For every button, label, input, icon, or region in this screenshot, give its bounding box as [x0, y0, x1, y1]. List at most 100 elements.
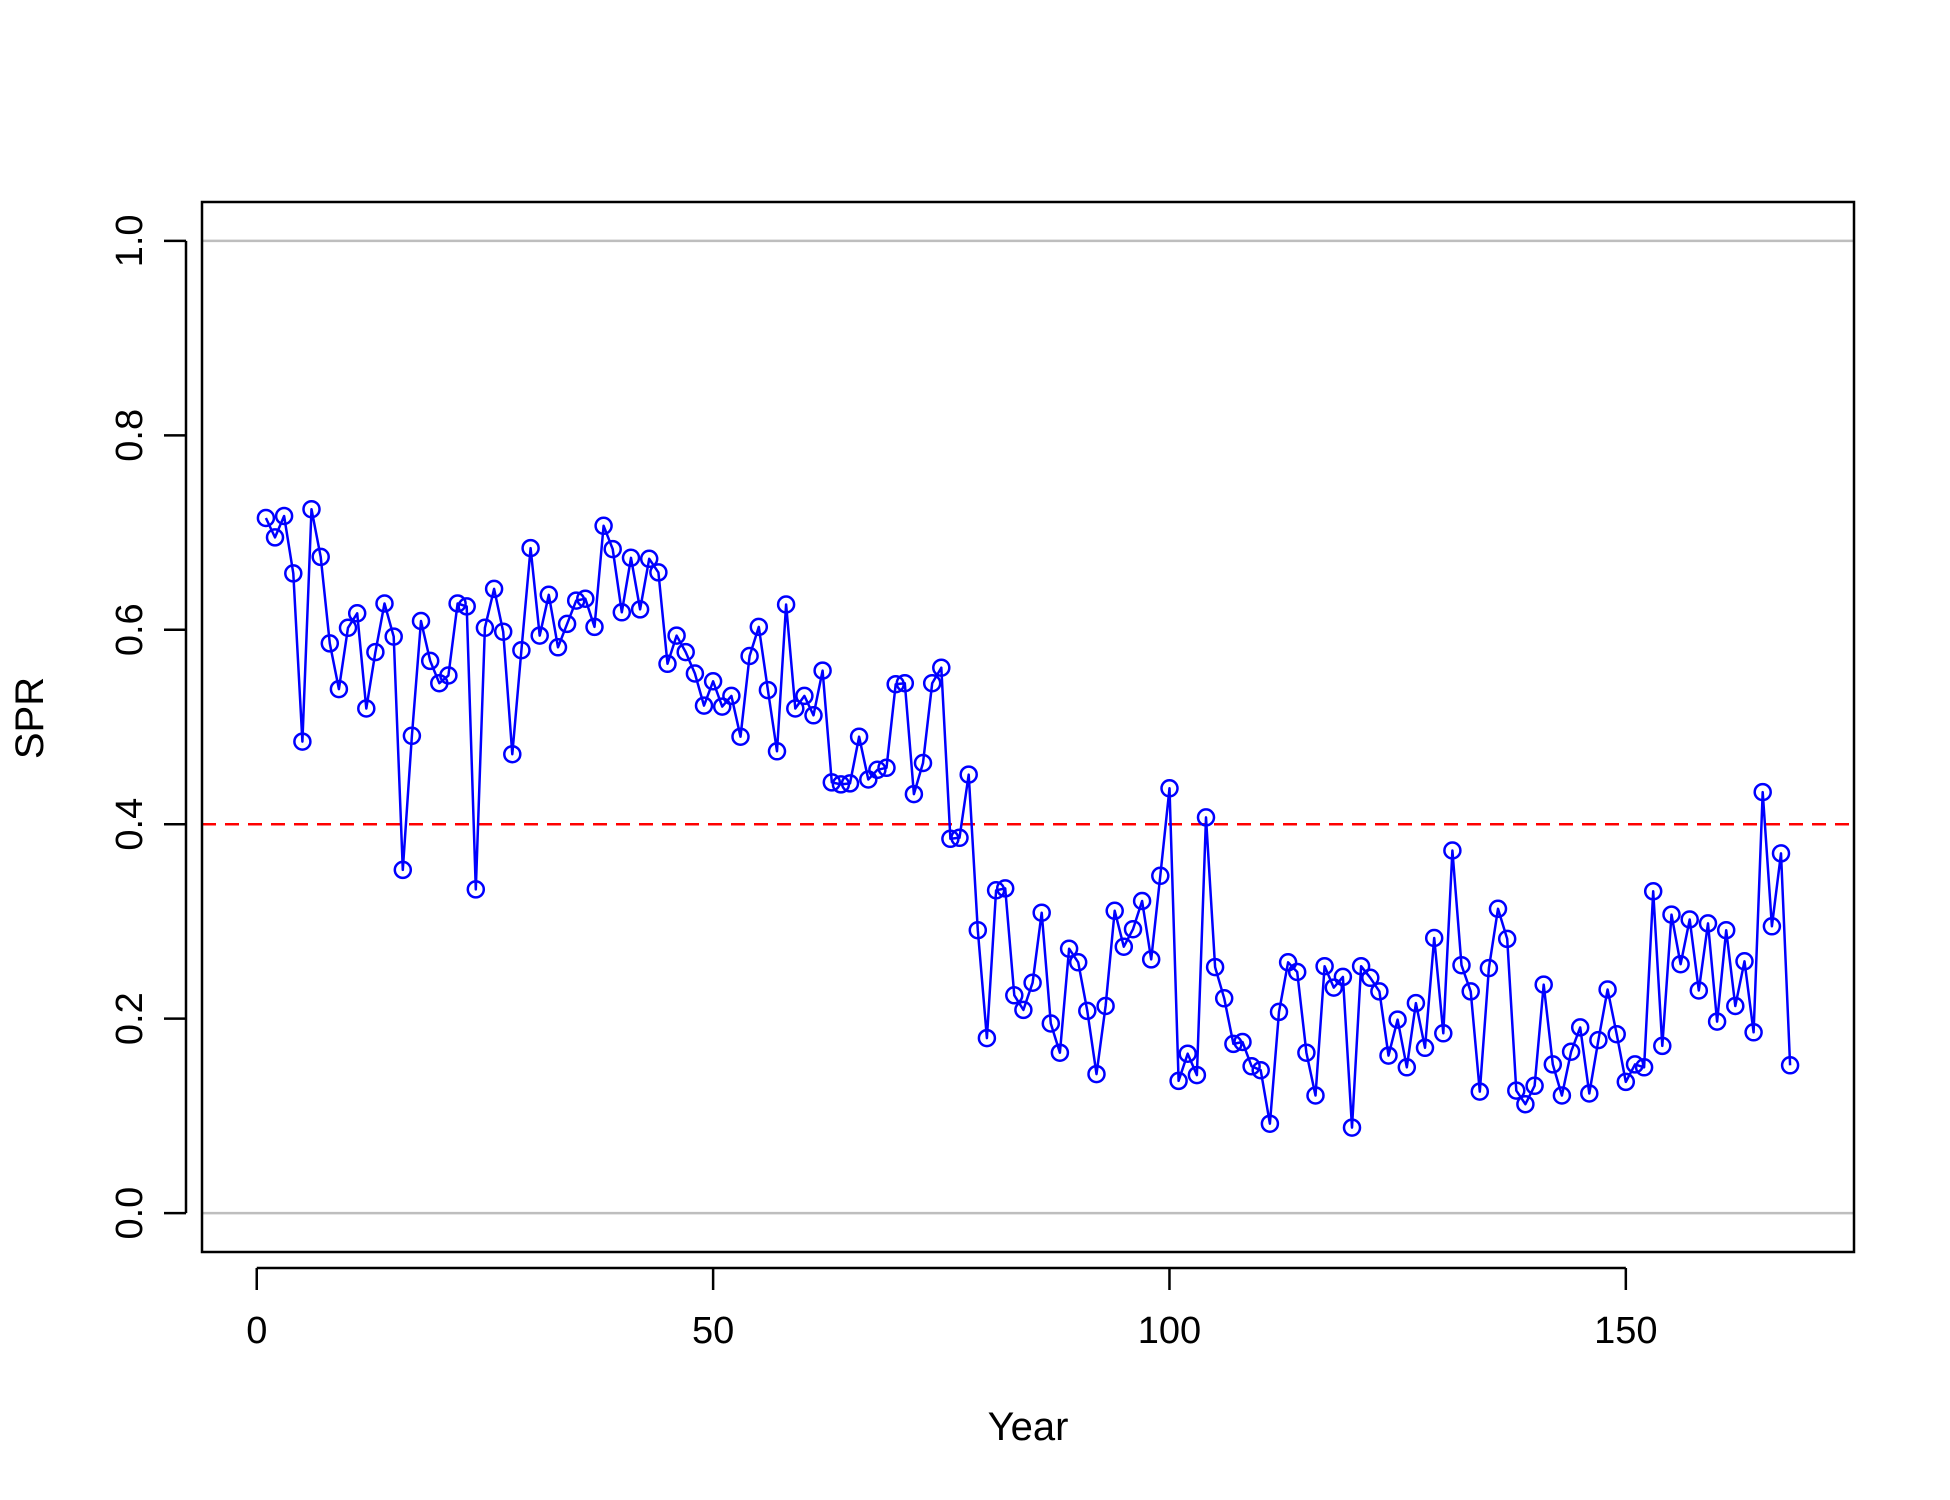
x-axis-label: Year — [988, 1405, 1069, 1449]
data-point — [1096, 996, 1115, 1016]
data-point — [1662, 905, 1681, 924]
data-point — [1434, 1024, 1453, 1043]
data-point — [1269, 1002, 1289, 1022]
y-axis-label: SPR — [8, 677, 52, 759]
data-point — [1580, 1084, 1599, 1103]
data-point — [420, 651, 440, 671]
data-point — [630, 600, 650, 619]
data-point — [1616, 1072, 1636, 1092]
data-point — [1424, 928, 1444, 948]
data-point — [1260, 1114, 1280, 1133]
plot-frame — [200, 200, 1856, 1254]
x-tick-label: 50 — [692, 1310, 734, 1352]
data-point — [813, 661, 832, 680]
data-point — [1716, 920, 1736, 940]
data-point — [1151, 866, 1170, 886]
reference-lines — [202, 239, 1854, 1215]
data-point — [1242, 1057, 1261, 1076]
data-point — [795, 686, 814, 706]
data-point — [1461, 982, 1480, 1001]
data-point — [594, 516, 613, 536]
data-point — [1014, 1000, 1033, 1020]
data-point — [448, 594, 467, 613]
data-point — [338, 618, 358, 638]
data-point — [886, 674, 905, 694]
data-point — [712, 697, 732, 716]
data-point — [621, 548, 641, 568]
data-point — [1507, 1081, 1526, 1100]
data-point — [1525, 1076, 1544, 1096]
data-point — [776, 595, 796, 614]
series-line-0 — [264, 507, 1792, 1129]
y-tick-label: 0.0 — [109, 1187, 151, 1240]
data-point — [576, 589, 595, 608]
x-tick-label: 100 — [1138, 1310, 1201, 1352]
data-point — [1361, 968, 1380, 988]
data-point — [466, 880, 486, 899]
data-point — [539, 585, 559, 605]
y-axis: 0.0 0.2 0.4 0.6 0.8 1.0 — [109, 214, 188, 1240]
data-point — [1534, 975, 1553, 994]
data-point — [1415, 1038, 1435, 1058]
data-point — [667, 626, 686, 645]
data-point — [1187, 1065, 1207, 1085]
data-point — [1333, 967, 1353, 987]
data-point — [612, 603, 632, 622]
data-point — [347, 604, 367, 623]
data-point — [1671, 954, 1690, 974]
data-point — [503, 744, 522, 764]
data-point — [493, 622, 513, 641]
series-layer — [256, 499, 1800, 1137]
data-point — [320, 634, 340, 653]
data-point — [1771, 844, 1791, 863]
data-point — [548, 638, 568, 657]
data-point — [1589, 1030, 1608, 1050]
data-point — [877, 758, 896, 778]
data-point — [849, 727, 869, 746]
data-point — [649, 563, 668, 582]
data-point — [1132, 891, 1152, 911]
data-point — [1379, 1046, 1398, 1065]
data-point — [1141, 950, 1161, 969]
data-point — [913, 753, 933, 773]
data-point — [1297, 1043, 1316, 1062]
data-point — [439, 666, 458, 685]
data-point — [1224, 1034, 1243, 1054]
data-point — [786, 699, 805, 718]
data-point — [1543, 1055, 1563, 1074]
data-point — [1753, 782, 1772, 802]
data-point — [1634, 1058, 1654, 1077]
data-point — [731, 727, 750, 746]
data-point — [1488, 899, 1508, 919]
data-point — [1570, 1018, 1590, 1037]
data-point — [758, 680, 778, 700]
data-point — [1762, 917, 1782, 936]
data-point — [1233, 1032, 1252, 1052]
data-point — [1068, 953, 1088, 972]
data-point — [1306, 1086, 1325, 1105]
data-point — [274, 506, 294, 526]
data-point — [1780, 1056, 1800, 1075]
data-point — [1023, 973, 1042, 992]
y-tick-label: 0.6 — [109, 603, 151, 656]
data-point — [932, 658, 951, 677]
data-point — [375, 594, 394, 613]
data-point — [484, 579, 504, 599]
data-point — [722, 686, 741, 706]
data-point — [694, 696, 714, 715]
data-point — [557, 614, 577, 634]
data-point — [1607, 1024, 1626, 1044]
data-point — [740, 646, 759, 666]
data-point — [1123, 919, 1143, 939]
data-point — [986, 881, 1006, 900]
data-point — [977, 1028, 997, 1048]
data-point — [895, 673, 915, 693]
data-point — [402, 726, 422, 746]
data-point — [457, 597, 476, 616]
data-point — [393, 860, 413, 880]
x-axis: 0 50 100 150 — [246, 1266, 1658, 1352]
data-point — [1561, 1042, 1581, 1061]
data-point — [1114, 937, 1134, 956]
data-point — [366, 642, 385, 662]
